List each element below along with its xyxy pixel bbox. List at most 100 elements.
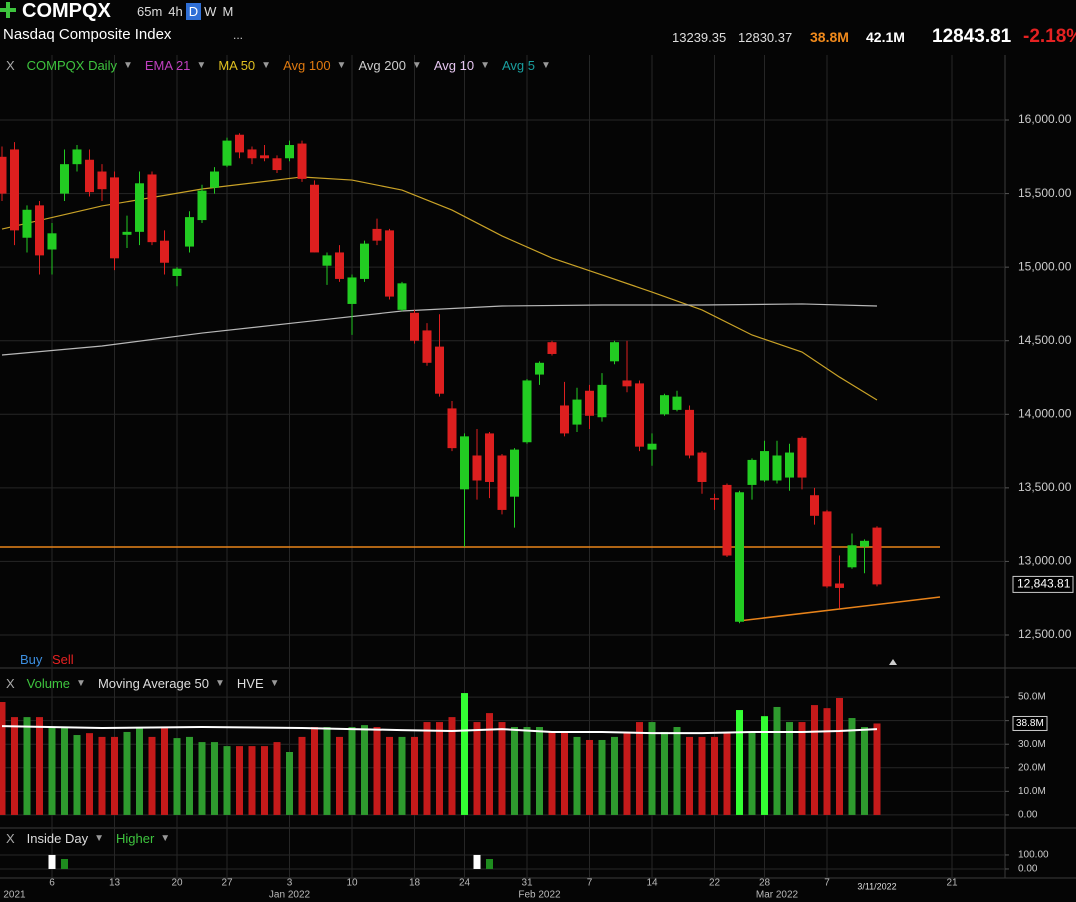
y-tick-label: 13,000.00 [1018, 554, 1072, 568]
candle-body [772, 455, 782, 481]
close-pane[interactable]: X [6, 58, 15, 73]
volume-bar [686, 736, 693, 815]
interval-button[interactable]: D [185, 3, 202, 20]
x-tick-label: 31 [521, 878, 533, 889]
candle-body [397, 283, 407, 310]
interval-button[interactable]: 65m [137, 4, 163, 19]
legend-entry[interactable]: EMA 21 [144, 58, 191, 73]
legend-caret[interactable]: ▼ [196, 60, 207, 71]
y-tick-label: 15,500.00 [1018, 186, 1072, 200]
volume-bar [836, 698, 843, 815]
change: -2.18% [1023, 26, 1076, 47]
volume-bar [661, 731, 668, 815]
legend-entry[interactable]: Avg 200 [358, 58, 406, 73]
legend-entry[interactable]: Moving Average 50 [97, 676, 210, 691]
volume-bar [248, 746, 256, 815]
interval-button[interactable]: W [204, 4, 217, 19]
candle-body [547, 342, 557, 354]
candle-body [210, 171, 219, 188]
study-bar [61, 859, 68, 869]
volume-bar [123, 731, 131, 815]
volume-bar [361, 725, 368, 815]
candle-body [422, 330, 432, 363]
volume-bar [498, 722, 506, 815]
legend-caret[interactable]: ▼ [122, 60, 133, 71]
legend-caret[interactable]: ▼ [94, 833, 104, 844]
legend-entry[interactable]: Inside Day [26, 831, 89, 846]
add-icon[interactable] [0, 2, 16, 18]
candle-body [97, 171, 107, 190]
scroll-arrow[interactable] [889, 659, 897, 665]
close-pane[interactable]: X [6, 831, 15, 846]
study-legend: X Inside Day ▼ Higher ▼ [6, 831, 176, 846]
legend-entry[interactable]: Higher [116, 831, 155, 846]
y-tick-label: 100.00 [1018, 850, 1049, 861]
candle-body [797, 437, 807, 478]
volume-bar [523, 727, 531, 815]
x-tick-label: 22 [709, 878, 721, 889]
volume-bar [611, 736, 618, 815]
legend-entry[interactable]: HVE [236, 676, 264, 691]
candle-body [272, 158, 282, 171]
last-price-label: 12,843.81 [1017, 577, 1071, 591]
y-tick-label: 20.0M [1018, 762, 1046, 773]
x-tick-label: 7 [824, 878, 830, 889]
buy-label[interactable]: Buy [20, 652, 43, 667]
volume-bar [711, 736, 718, 815]
volume-bar [36, 717, 43, 815]
legend-caret[interactable]: ▼ [541, 60, 551, 71]
y-tick-label: 0.00 [1018, 864, 1038, 875]
volume-bar [223, 746, 231, 815]
volume-bar [486, 713, 493, 815]
legend-entry[interactable]: Avg 10 [433, 58, 475, 73]
y-tick-label: 10.0M [1018, 786, 1046, 797]
candle-body [297, 143, 307, 179]
x-tick-label: 27 [221, 878, 233, 889]
interval-bar: 65m 4h D W M [134, 3, 236, 21]
candle-body [222, 140, 232, 166]
volume-bar [173, 738, 181, 815]
legend-entry[interactable]: COMPQX Daily [26, 58, 117, 73]
volume-bar [298, 736, 306, 815]
candle-body [110, 177, 119, 259]
candle-body [185, 217, 194, 247]
candle-body [497, 455, 507, 510]
volume-bar [598, 739, 606, 815]
candle-body [860, 540, 869, 547]
volume-bar [0, 702, 6, 815]
volume-bar [648, 722, 656, 815]
legend-entry[interactable]: MA 50 [218, 58, 256, 73]
close-pane[interactable]: X [6, 676, 15, 691]
trend-line [738, 596, 941, 622]
legend-caret[interactable]: ▼ [480, 60, 490, 71]
volume-bar [798, 722, 806, 815]
volume-bar [586, 739, 593, 815]
volume-bar [511, 727, 518, 815]
legend-caret[interactable]: ▼ [160, 833, 171, 844]
interval-button[interactable]: 4h [168, 4, 183, 19]
volume-bar [261, 746, 268, 815]
legend-entry[interactable]: Avg 100 [283, 58, 331, 73]
legend-caret[interactable]: ▼ [269, 678, 280, 689]
legend-caret[interactable]: ▼ [336, 60, 347, 71]
legend-caret[interactable]: ▼ [215, 678, 225, 689]
x-tick-label: 3 [287, 878, 293, 889]
last-price: 12843.81 [932, 26, 1012, 47]
volume-bar [773, 706, 781, 815]
sell-label[interactable]: Sell [52, 652, 74, 667]
legend-caret[interactable]: ▼ [76, 678, 86, 689]
legend-entry[interactable]: Volume [26, 676, 71, 691]
candle-body [585, 390, 594, 416]
candle-body [235, 134, 244, 153]
symbol[interactable]: COMPQX [22, 0, 111, 22]
candle-body [672, 396, 682, 410]
y-tick-label: 12,500.00 [1018, 627, 1072, 641]
legend-entry[interactable]: Avg 5 [501, 58, 535, 73]
more[interactable]: ... [233, 28, 244, 42]
legend-caret[interactable]: ▼ [411, 60, 422, 71]
legend-caret[interactable]: ▼ [261, 60, 272, 71]
interval-button[interactable]: M [222, 4, 234, 19]
volume-bar [786, 722, 793, 815]
y-tick-label: 16,000.00 [1018, 112, 1072, 126]
